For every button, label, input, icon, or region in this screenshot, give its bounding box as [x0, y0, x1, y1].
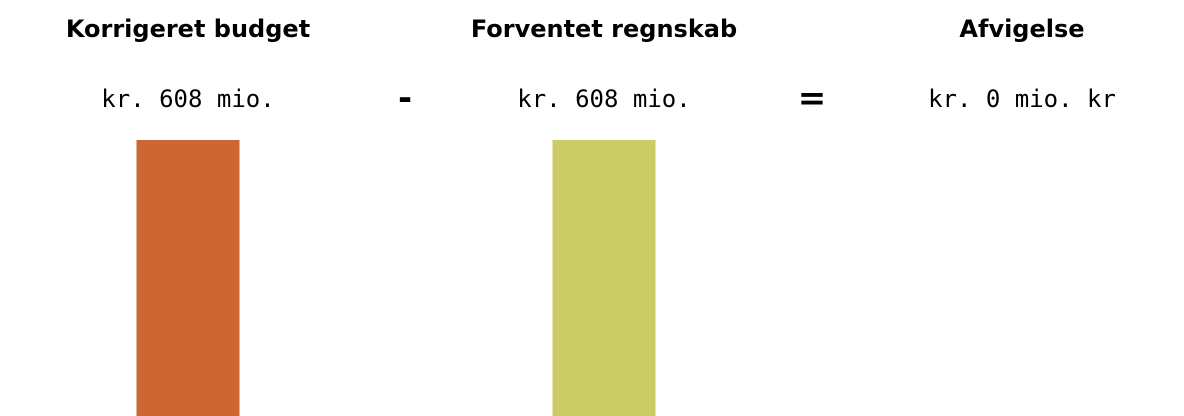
column-title: Afvigelse [959, 15, 1084, 43]
operator: = [798, 79, 827, 119]
bar [136, 140, 240, 416]
value-label: kr. 608 mio. [101, 85, 274, 113]
column-title: Korrigeret budget [66, 15, 310, 43]
value-label: kr. 608 mio. [517, 85, 690, 113]
bar [552, 140, 656, 416]
operator: - [398, 79, 412, 119]
column-title: Forventet regnskab [471, 15, 737, 43]
value-label: kr. 0 mio. kr [928, 85, 1116, 113]
